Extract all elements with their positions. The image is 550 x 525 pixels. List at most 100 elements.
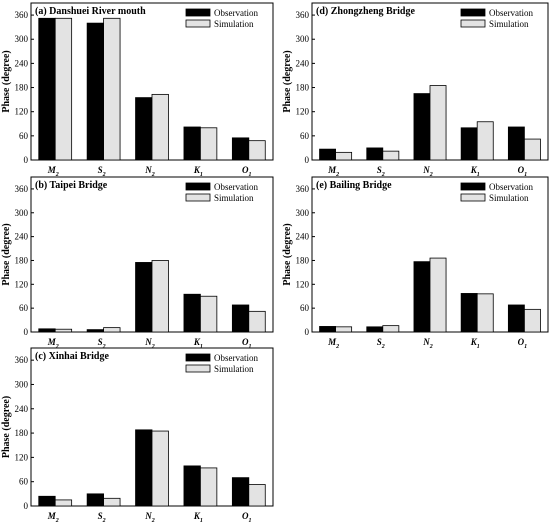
chart-panel-2: 0 60 120 180 240 300 360 Phase (degree) (b) Taip… xyxy=(1,176,274,350)
x-tick-letter: K xyxy=(470,337,478,347)
y-tick-label: 180 xyxy=(296,255,310,265)
y-tick-label: 360 xyxy=(296,184,310,194)
y-tick-label: 300 xyxy=(15,34,29,44)
x-tick-label: K1 xyxy=(193,511,203,524)
chart-panel-0: 0 60 120 180 240 300 360 Phase (degree) (a) Dans… xyxy=(1,2,274,178)
y-tick-label: 120 xyxy=(296,107,310,117)
x-tick-subscript: 2 xyxy=(55,518,59,524)
y-axis-label: Phase (degree) xyxy=(282,50,293,112)
y-tick-label: 300 xyxy=(296,34,310,44)
bar-observation xyxy=(183,126,201,161)
x-tick-label: N2 xyxy=(144,511,155,524)
panel-title: (a) Danshuei River mouth xyxy=(35,6,146,17)
x-tick-letter: O xyxy=(242,511,249,521)
bar-simulation xyxy=(54,499,73,507)
y-tick-label: 300 xyxy=(296,208,310,218)
x-tick-label: K1 xyxy=(193,165,203,178)
y-tick-label: 300 xyxy=(15,208,29,218)
x-tick-letter: K xyxy=(193,511,201,521)
y-tick-label: 240 xyxy=(15,232,29,242)
y-axis-label: Phase (degree) xyxy=(1,50,12,112)
bar-observation xyxy=(231,137,250,161)
y-tick-label: 360 xyxy=(15,10,29,20)
x-tick-letter: S xyxy=(98,165,103,175)
x-tick-subscript: 2 xyxy=(151,518,155,524)
y-axis-label: Phase (degree) xyxy=(1,396,12,458)
x-tick-subscript: 1 xyxy=(477,344,480,350)
x-tick-letter: O xyxy=(242,337,249,347)
legend-swatch-0 xyxy=(185,182,211,191)
bar-observation xyxy=(38,328,56,333)
legend-swatch-0 xyxy=(460,8,486,17)
bar-observation xyxy=(38,17,56,161)
bar-observation xyxy=(135,97,153,161)
x-tick-label: S2 xyxy=(98,337,106,350)
x-tick-letter: M xyxy=(47,165,57,175)
x-tick-label: M2 xyxy=(47,337,59,350)
x-tick-subscript: 2 xyxy=(429,344,433,350)
x-tick-subscript: 2 xyxy=(381,344,385,350)
legend-label-0: Observation xyxy=(214,182,258,192)
legend-swatch-0 xyxy=(460,182,486,191)
bar-simulation xyxy=(151,260,169,333)
y-tick-label: 360 xyxy=(15,184,29,194)
bar-simulation xyxy=(429,257,447,333)
x-tick-letter: O xyxy=(518,165,525,175)
bar-observation xyxy=(135,262,153,333)
x-tick-subscript: 1 xyxy=(200,172,203,178)
y-tick-label: 240 xyxy=(15,404,29,414)
y-tick-label: 180 xyxy=(15,255,29,265)
y-tick-label: 0 xyxy=(24,327,29,337)
bar-simulation xyxy=(476,121,494,161)
bar-observation xyxy=(319,326,337,333)
x-tick-subscript: 2 xyxy=(55,172,59,178)
legend-swatch-0 xyxy=(185,353,211,362)
legend-label-1: Simulation xyxy=(489,193,529,203)
y-tick-label: 60 xyxy=(19,131,29,141)
panel-title: (d) Zhongzheng Bridge xyxy=(316,6,415,17)
x-tick-label: O1 xyxy=(242,337,252,350)
y-tick-label: 120 xyxy=(15,279,29,289)
panel-title: (b) Taipei Bridge xyxy=(35,180,108,191)
y-tick-label: 240 xyxy=(15,58,29,68)
legend-label-1: Simulation xyxy=(214,193,254,203)
bar-simulation xyxy=(382,325,400,333)
legend-label-1: Simulation xyxy=(489,19,529,29)
x-tick-letter: S xyxy=(98,511,103,521)
bar-observation xyxy=(183,465,201,507)
legend-label-0: Observation xyxy=(214,353,258,363)
y-tick-label: 0 xyxy=(305,155,310,165)
bar-simulation xyxy=(103,327,121,333)
legend-label-1: Simulation xyxy=(214,19,254,29)
y-tick-label: 60 xyxy=(300,303,310,313)
y-tick-label: 180 xyxy=(15,428,29,438)
x-tick-label: M2 xyxy=(47,511,59,524)
x-tick-letter: M xyxy=(47,337,57,347)
x-tick-subscript: 2 xyxy=(335,172,339,178)
x-tick-subscript: 1 xyxy=(200,344,203,350)
x-tick-label: N2 xyxy=(422,337,433,350)
x-tick-label: K1 xyxy=(470,337,480,350)
y-tick-label: 360 xyxy=(15,355,29,365)
x-tick-label: S2 xyxy=(98,511,106,524)
y-tick-label: 120 xyxy=(15,107,29,117)
legend-swatch-1 xyxy=(185,364,211,373)
x-tick-label: M2 xyxy=(47,165,59,178)
bar-observation xyxy=(86,22,104,161)
bar-simulation xyxy=(199,467,218,507)
bar-observation xyxy=(231,304,250,333)
x-tick-letter: S xyxy=(98,337,103,347)
legend-swatch-1 xyxy=(460,19,486,28)
x-tick-letter: N xyxy=(422,165,430,175)
x-tick-label: K1 xyxy=(193,337,203,350)
x-tick-subscript: 2 xyxy=(102,344,106,350)
bar-observation xyxy=(413,261,431,333)
x-tick-subscript: 1 xyxy=(249,172,252,178)
x-tick-label: S2 xyxy=(98,165,106,178)
x-tick-subscript: 2 xyxy=(381,172,385,178)
bar-simulation xyxy=(429,85,447,161)
chart-panel-1: 0 60 120 180 240 300 360 Phase (degree) (d) Zhon… xyxy=(282,2,549,178)
x-tick-subscript: 1 xyxy=(524,172,527,178)
x-tick-subscript: 2 xyxy=(55,344,59,350)
